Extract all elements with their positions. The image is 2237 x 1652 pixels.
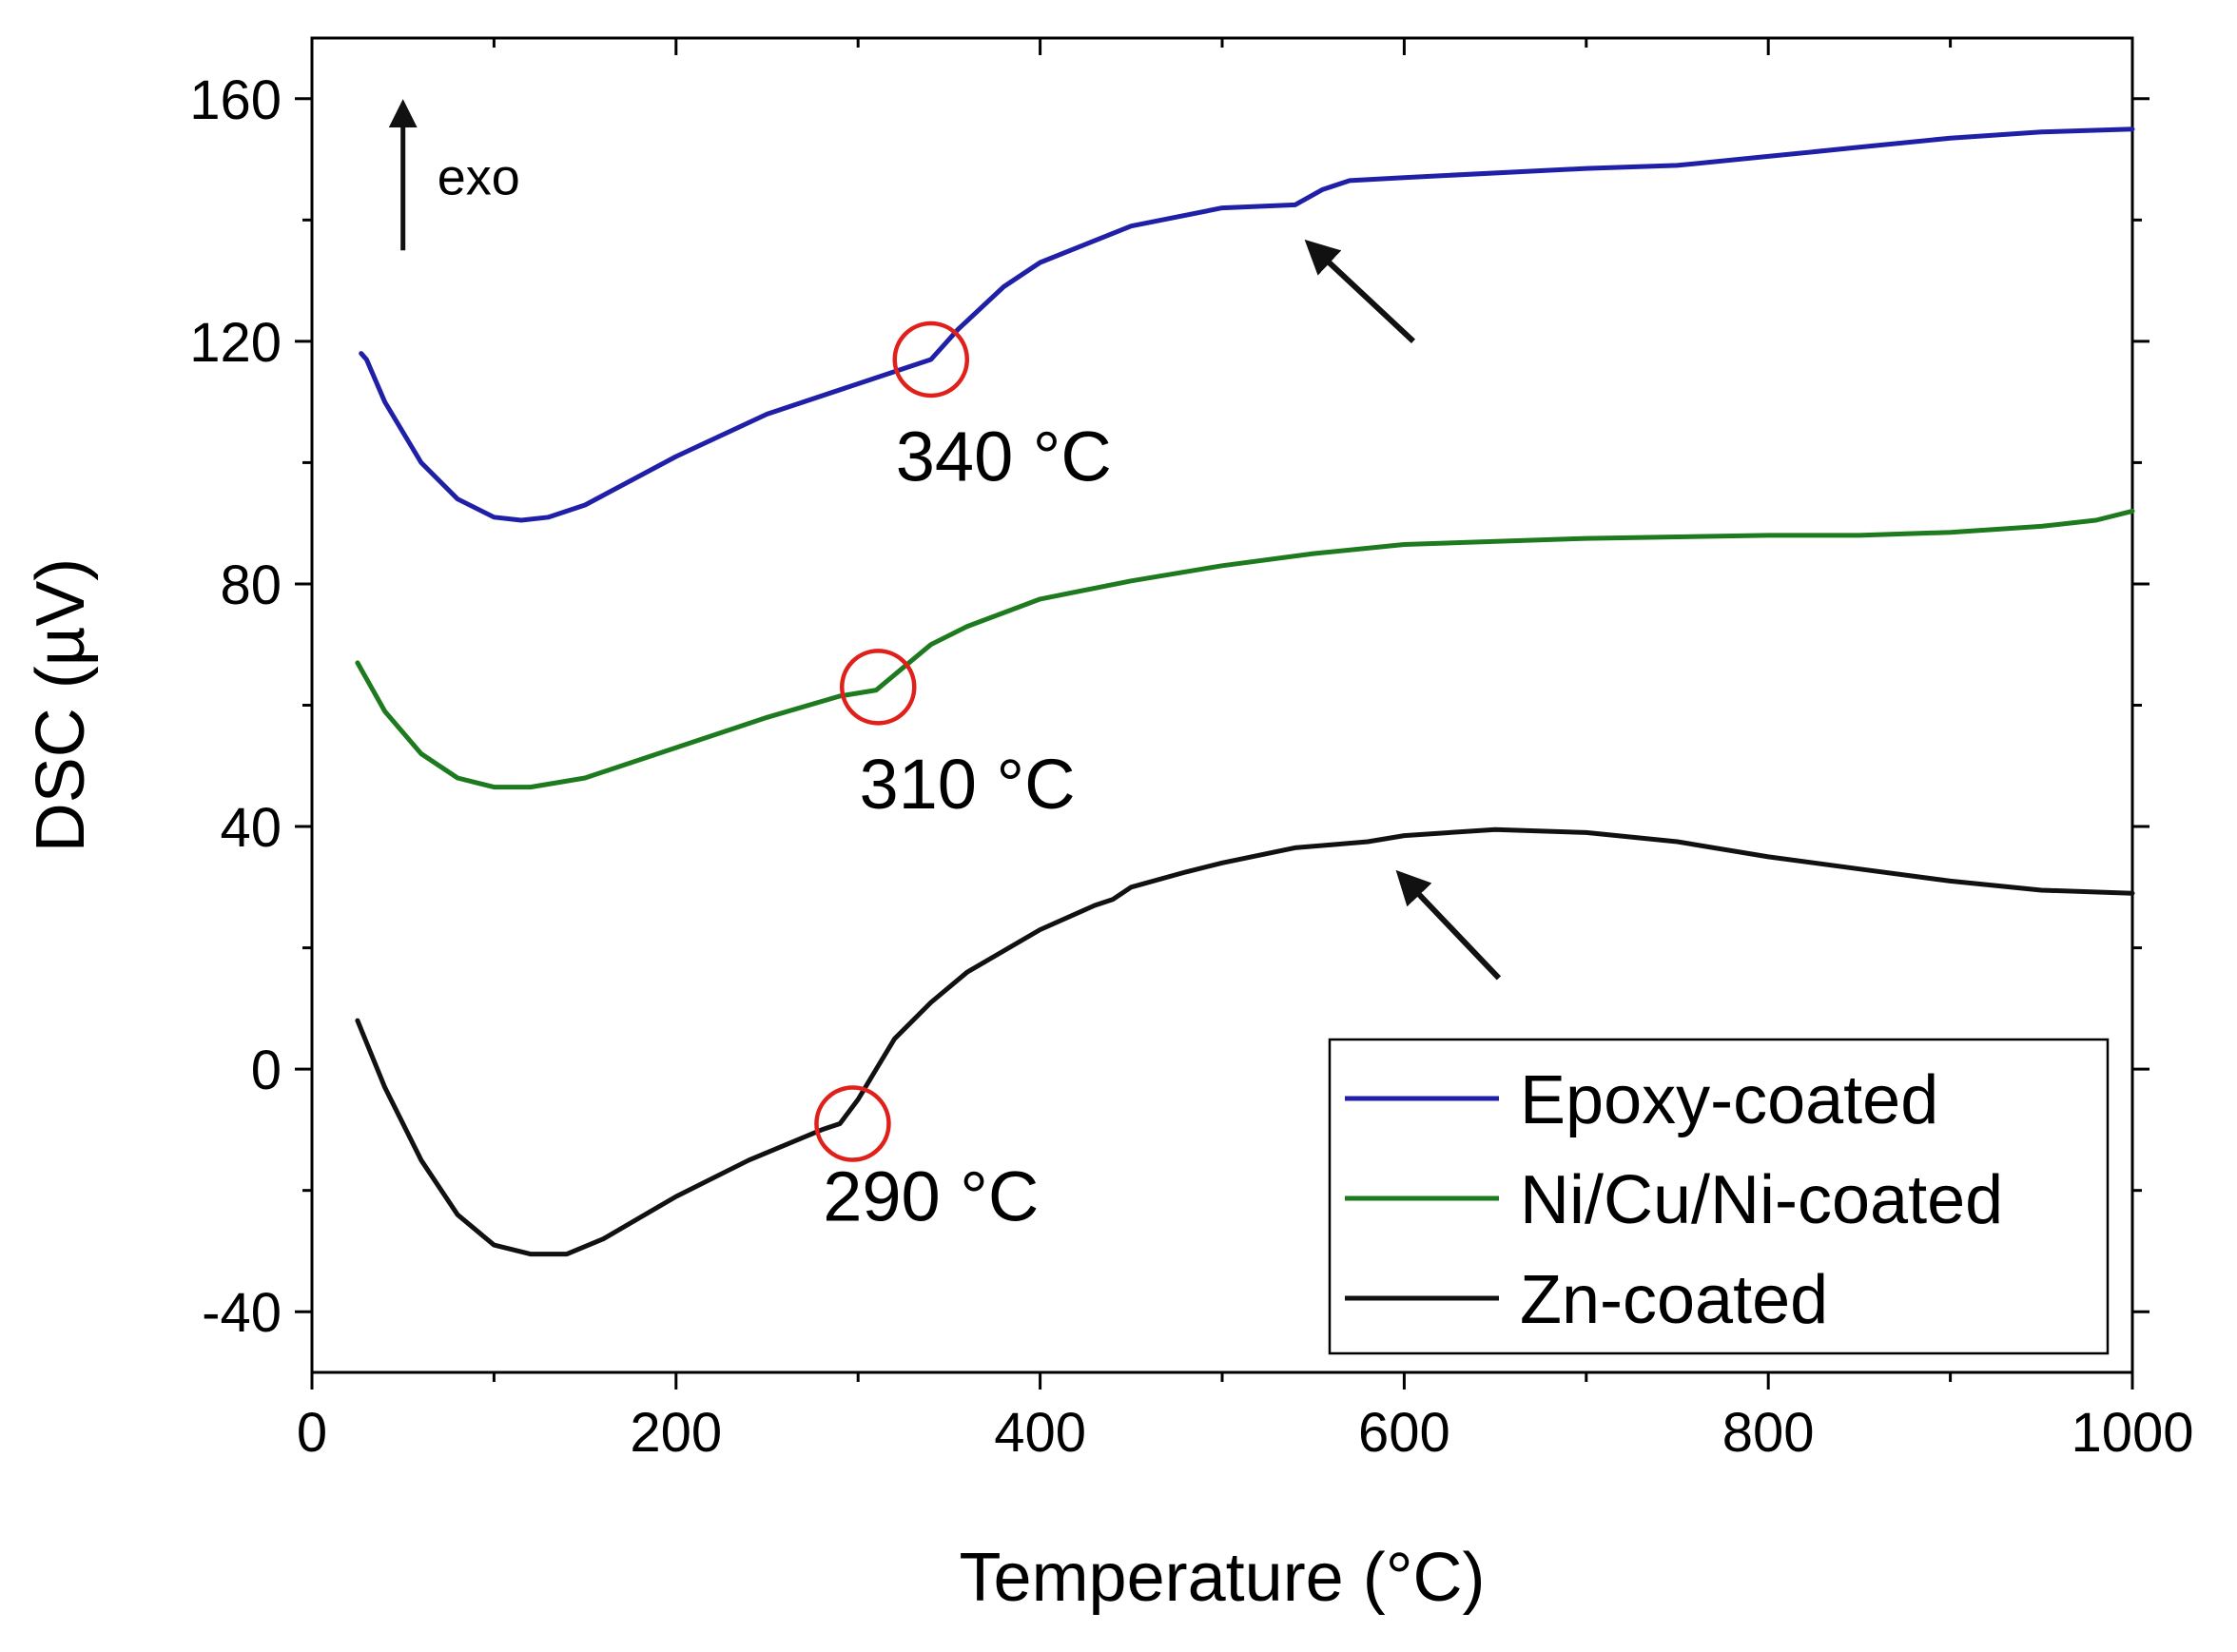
x-tick-label: 400 [994, 1402, 1086, 1464]
legend-label-epoxy-coated: Epoxy-coated [1520, 1062, 1938, 1138]
event-arrow [1304, 239, 1416, 344]
x-tick-label: 0 [297, 1402, 327, 1464]
legend: Epoxy-coated Ni/Cu/Ni-coated Zn-coated [1328, 1038, 2110, 1355]
x-axis-title: Temperature (°C) [960, 1540, 1486, 1616]
exo-label: exo [438, 149, 520, 206]
y-tick-label: 160 [189, 69, 282, 131]
series-layer [355, 126, 2135, 1257]
series-line-ni-cu-ni-coated [355, 508, 2135, 790]
transition-temperature-label: 290 °C [823, 1157, 1039, 1236]
transition-temperature-label: 310 °C [860, 745, 1076, 824]
y-tick-label: 40 [220, 797, 282, 859]
transition-marker-circle [814, 1085, 891, 1162]
y-axis-title: DSC (µV) [23, 558, 99, 852]
legend-label-zn-coated: Zn-coated [1520, 1262, 1828, 1338]
x-tick-label: 800 [1722, 1402, 1815, 1464]
series-line-zn-coated [355, 826, 2135, 1257]
transition-marker-circle [840, 649, 917, 726]
x-tick-label: 1000 [2071, 1402, 2193, 1464]
event-arrow [1395, 869, 1502, 981]
y-tick-label: 0 [251, 1040, 282, 1101]
transition-temperature-label: 340 °C [896, 418, 1112, 496]
x-tick-label: 200 [630, 1402, 722, 1464]
annotation-layer: 340 °C 310 °C 290 °C exo [388, 99, 1502, 1236]
y-tick-label: 120 [189, 312, 282, 374]
y-tick-label: 80 [220, 554, 282, 616]
y-tick-label: -40 [202, 1282, 282, 1344]
transition-marker-circle [892, 321, 970, 398]
legend-label-ni-cu-ni-coated: Ni/Cu/Ni-coated [1520, 1162, 2003, 1238]
x-tick-label: 600 [1358, 1402, 1450, 1464]
series-line-epoxy-coated [359, 126, 2135, 523]
